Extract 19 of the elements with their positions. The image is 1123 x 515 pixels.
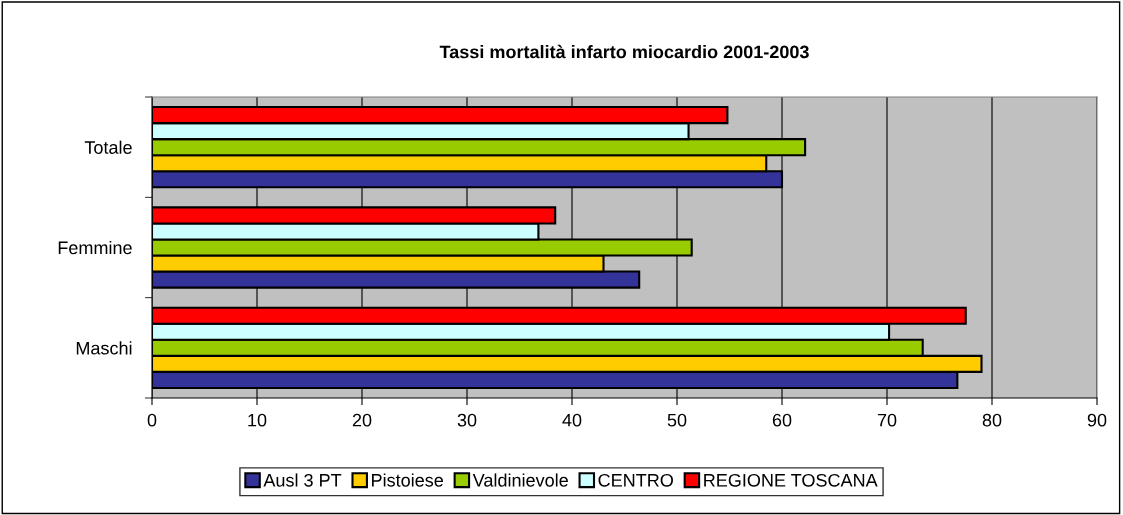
legend-label: REGIONE TOSCANA	[704, 473, 878, 487]
x-tick-label: 40	[562, 413, 582, 427]
x-tick-label: 60	[772, 413, 792, 427]
chart-title: Tassi mortalità infarto miocardio 2001-2003	[439, 44, 809, 59]
legend-label: Pistoiese	[372, 473, 443, 487]
y-tick-label: Totale	[84, 140, 132, 154]
x-tick-label: 10	[248, 413, 267, 427]
x-tick-label: 90	[1087, 413, 1107, 427]
x-tick-label: 20	[352, 413, 372, 427]
legend-label: Ausl 3 PT	[263, 473, 342, 487]
y-tick-label: Maschi	[76, 341, 132, 355]
y-tick-label: Femmine	[58, 240, 132, 255]
x-tick-label: 80	[982, 413, 1002, 427]
legend-label: CENTRO	[598, 473, 673, 487]
x-tick-label: 50	[667, 413, 687, 427]
x-tick-label: 70	[877, 413, 897, 427]
legend-label: Valdinievole	[472, 473, 568, 487]
x-tick-label: 0	[147, 413, 157, 427]
x-tick-label: 30	[457, 413, 477, 427]
